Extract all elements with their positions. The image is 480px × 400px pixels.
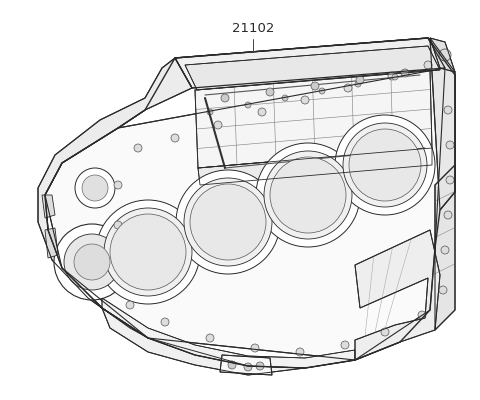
Polygon shape bbox=[195, 70, 432, 168]
Polygon shape bbox=[175, 38, 445, 88]
Polygon shape bbox=[430, 38, 455, 72]
Circle shape bbox=[171, 134, 179, 142]
Circle shape bbox=[418, 311, 426, 319]
Polygon shape bbox=[355, 230, 440, 360]
Circle shape bbox=[256, 143, 360, 247]
Circle shape bbox=[54, 224, 130, 300]
Circle shape bbox=[446, 141, 454, 149]
Circle shape bbox=[401, 69, 409, 77]
Circle shape bbox=[104, 208, 192, 296]
Circle shape bbox=[446, 176, 454, 184]
Circle shape bbox=[266, 88, 274, 96]
Circle shape bbox=[221, 94, 229, 102]
Polygon shape bbox=[185, 46, 440, 90]
Circle shape bbox=[176, 170, 280, 274]
Circle shape bbox=[344, 84, 352, 92]
Circle shape bbox=[74, 244, 110, 280]
Circle shape bbox=[96, 200, 200, 304]
Polygon shape bbox=[45, 68, 445, 360]
Polygon shape bbox=[102, 298, 355, 368]
Circle shape bbox=[245, 102, 251, 108]
Circle shape bbox=[114, 221, 122, 229]
Polygon shape bbox=[38, 58, 192, 338]
Circle shape bbox=[134, 144, 142, 152]
Polygon shape bbox=[198, 148, 432, 185]
Text: 21102: 21102 bbox=[232, 22, 274, 35]
Circle shape bbox=[301, 96, 309, 104]
Circle shape bbox=[228, 361, 236, 369]
Circle shape bbox=[256, 362, 264, 370]
Polygon shape bbox=[42, 195, 55, 218]
Circle shape bbox=[349, 129, 421, 201]
Circle shape bbox=[341, 341, 349, 349]
Circle shape bbox=[114, 181, 122, 189]
Circle shape bbox=[244, 363, 252, 371]
Circle shape bbox=[343, 123, 427, 207]
Circle shape bbox=[381, 328, 389, 336]
Circle shape bbox=[444, 211, 452, 219]
Circle shape bbox=[126, 301, 134, 309]
Circle shape bbox=[439, 49, 451, 61]
Circle shape bbox=[64, 234, 120, 290]
Circle shape bbox=[439, 286, 447, 294]
Circle shape bbox=[190, 184, 266, 260]
Circle shape bbox=[214, 121, 222, 129]
Circle shape bbox=[161, 318, 169, 326]
Polygon shape bbox=[45, 38, 455, 368]
Circle shape bbox=[270, 157, 346, 233]
Circle shape bbox=[355, 81, 361, 87]
Circle shape bbox=[356, 76, 364, 84]
Circle shape bbox=[251, 344, 259, 352]
Polygon shape bbox=[430, 38, 455, 210]
Circle shape bbox=[424, 61, 432, 69]
Circle shape bbox=[206, 334, 214, 342]
Polygon shape bbox=[220, 355, 272, 375]
Circle shape bbox=[258, 108, 266, 116]
Polygon shape bbox=[102, 308, 305, 375]
Circle shape bbox=[392, 74, 398, 80]
Circle shape bbox=[444, 106, 452, 114]
Polygon shape bbox=[45, 228, 58, 258]
Circle shape bbox=[311, 82, 319, 90]
Circle shape bbox=[282, 95, 288, 101]
Circle shape bbox=[184, 178, 272, 266]
Circle shape bbox=[264, 151, 352, 239]
Circle shape bbox=[335, 115, 435, 215]
Circle shape bbox=[441, 246, 449, 254]
Circle shape bbox=[75, 168, 115, 208]
Circle shape bbox=[207, 109, 213, 115]
Circle shape bbox=[296, 348, 304, 356]
Circle shape bbox=[319, 88, 325, 94]
Circle shape bbox=[82, 175, 108, 201]
Circle shape bbox=[110, 214, 186, 290]
Circle shape bbox=[388, 72, 396, 80]
Polygon shape bbox=[435, 165, 455, 330]
